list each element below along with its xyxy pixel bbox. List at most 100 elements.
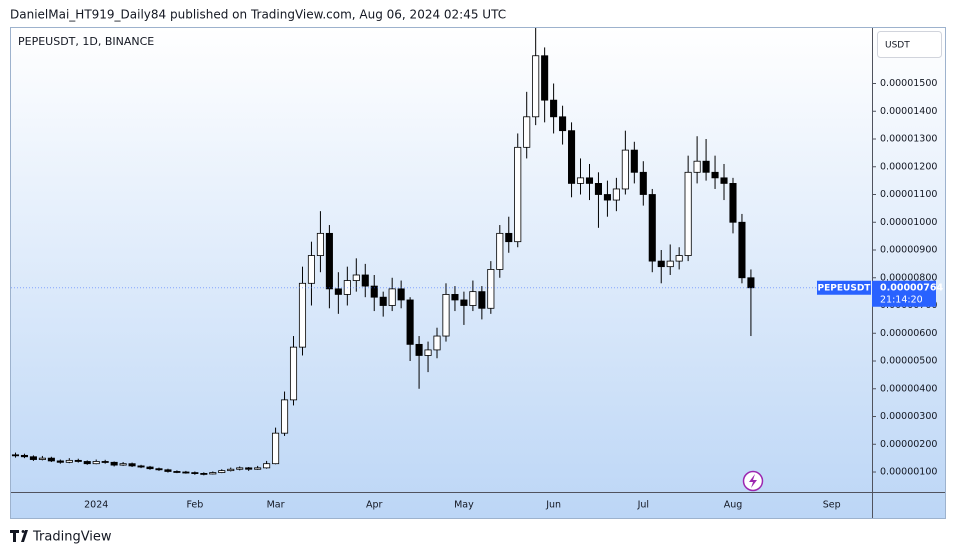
candle-body [191, 472, 199, 474]
candle-body [433, 335, 441, 351]
chart-frame [10, 27, 946, 519]
candle-body [370, 285, 378, 298]
y-tick-label: 0.00000600 [880, 328, 937, 339]
x-tick-label: Jul [637, 500, 649, 511]
candle-body [155, 468, 163, 471]
candle-body [729, 183, 737, 223]
candle-body [352, 274, 360, 281]
candle-body [227, 468, 235, 472]
candle-body [747, 277, 755, 289]
candle-body [272, 432, 280, 465]
candle-body [621, 149, 629, 190]
tv-logo [10, 530, 28, 542]
candle-body [20, 454, 28, 458]
candle-body [218, 470, 226, 473]
y-tick-label: 0.00001300 [880, 134, 937, 145]
y-tick-label: 0.00000400 [880, 383, 937, 394]
candle-body [83, 461, 91, 465]
x-tick-label: 2024 [84, 500, 108, 511]
candle-body [559, 116, 567, 132]
y-tick-label: 0.00000300 [880, 411, 937, 422]
y-tick-label: 0.00000800 [880, 272, 937, 283]
y-tick-label: 0.00000500 [880, 356, 937, 367]
candle-body [281, 399, 289, 434]
candle-body [56, 460, 64, 463]
countdown: 21:14:20 [880, 294, 923, 305]
candle-body [442, 294, 450, 337]
y-tick-label: 0.00001000 [880, 217, 937, 228]
y-tick-label: 0.00001400 [880, 106, 937, 117]
candle-body [720, 177, 728, 184]
x-tick-label: Sep [823, 500, 841, 511]
footer: TradingView [32, 530, 112, 545]
symbol-label: PEPEUSDT [818, 283, 872, 293]
candle-body [550, 99, 558, 118]
attribution: DanielMai_HT919_Daily84 published on Tra… [10, 8, 506, 22]
y-tick-label: 0.00000200 [880, 439, 937, 450]
candle-body [594, 183, 602, 195]
candle-body [496, 232, 504, 270]
candle-body [74, 459, 82, 462]
candle-body [245, 467, 253, 470]
candle-body [541, 55, 549, 101]
y-tick-label: 0.00001100 [880, 189, 937, 200]
candle-body [92, 461, 100, 465]
candle-body [684, 171, 692, 256]
candle-body [648, 194, 656, 262]
x-tick-label: May [454, 500, 474, 511]
candle-body [289, 346, 298, 401]
candle-body [487, 269, 495, 309]
candle-body [379, 296, 387, 306]
candle-body [585, 177, 594, 184]
candle-body [119, 463, 127, 466]
lightning-icon[interactable] [742, 470, 764, 492]
candle-body [128, 463, 136, 467]
candle-body [451, 294, 459, 301]
x-tick-label: Mar [267, 500, 285, 511]
candle-body [298, 282, 307, 348]
candle-body [388, 288, 396, 306]
candle-body [532, 55, 540, 118]
candle-body [38, 457, 46, 460]
candle-body [11, 454, 20, 457]
candle-body [568, 130, 576, 184]
candle-body [639, 171, 647, 195]
x-tick-label: Apr [366, 500, 383, 511]
candle-body [65, 459, 73, 463]
candle-body [603, 194, 611, 201]
y-tick-label: 0.00000100 [880, 467, 937, 478]
candle-body [236, 467, 244, 470]
candle-body [630, 149, 638, 173]
candle-body [675, 255, 683, 262]
candle-body [738, 221, 746, 279]
candle-body [325, 232, 333, 290]
candle-body [693, 160, 701, 173]
candle-body [47, 457, 55, 462]
candle-body [200, 473, 208, 475]
chart-title: PEPEUSDT, 1D, BINANCE [18, 35, 154, 48]
candle-body [101, 461, 109, 463]
candle-body [424, 349, 432, 356]
candle-body [146, 466, 154, 470]
price-label: 0.00000764 [880, 282, 943, 293]
y-tick-label: 0.00000900 [880, 245, 937, 256]
x-tick-label: Aug [724, 500, 743, 511]
currency-button[interactable] [877, 31, 942, 58]
candle-body [209, 472, 217, 475]
candle-body [173, 471, 181, 473]
candle-body [612, 188, 620, 201]
candle-body [469, 291, 477, 306]
candle-body [164, 469, 172, 472]
currency[interactable]: USDT [885, 41, 910, 51]
symbol-tag [817, 280, 871, 295]
candle-body [505, 232, 513, 243]
candle-body [415, 343, 423, 356]
price-tag [872, 280, 936, 307]
candle-body [137, 465, 145, 468]
x-tick-label: Jun [545, 500, 561, 511]
x-tick-label: Feb [186, 500, 203, 511]
candle-body [307, 255, 315, 284]
candle-body [29, 456, 37, 460]
candle-body [263, 463, 271, 469]
